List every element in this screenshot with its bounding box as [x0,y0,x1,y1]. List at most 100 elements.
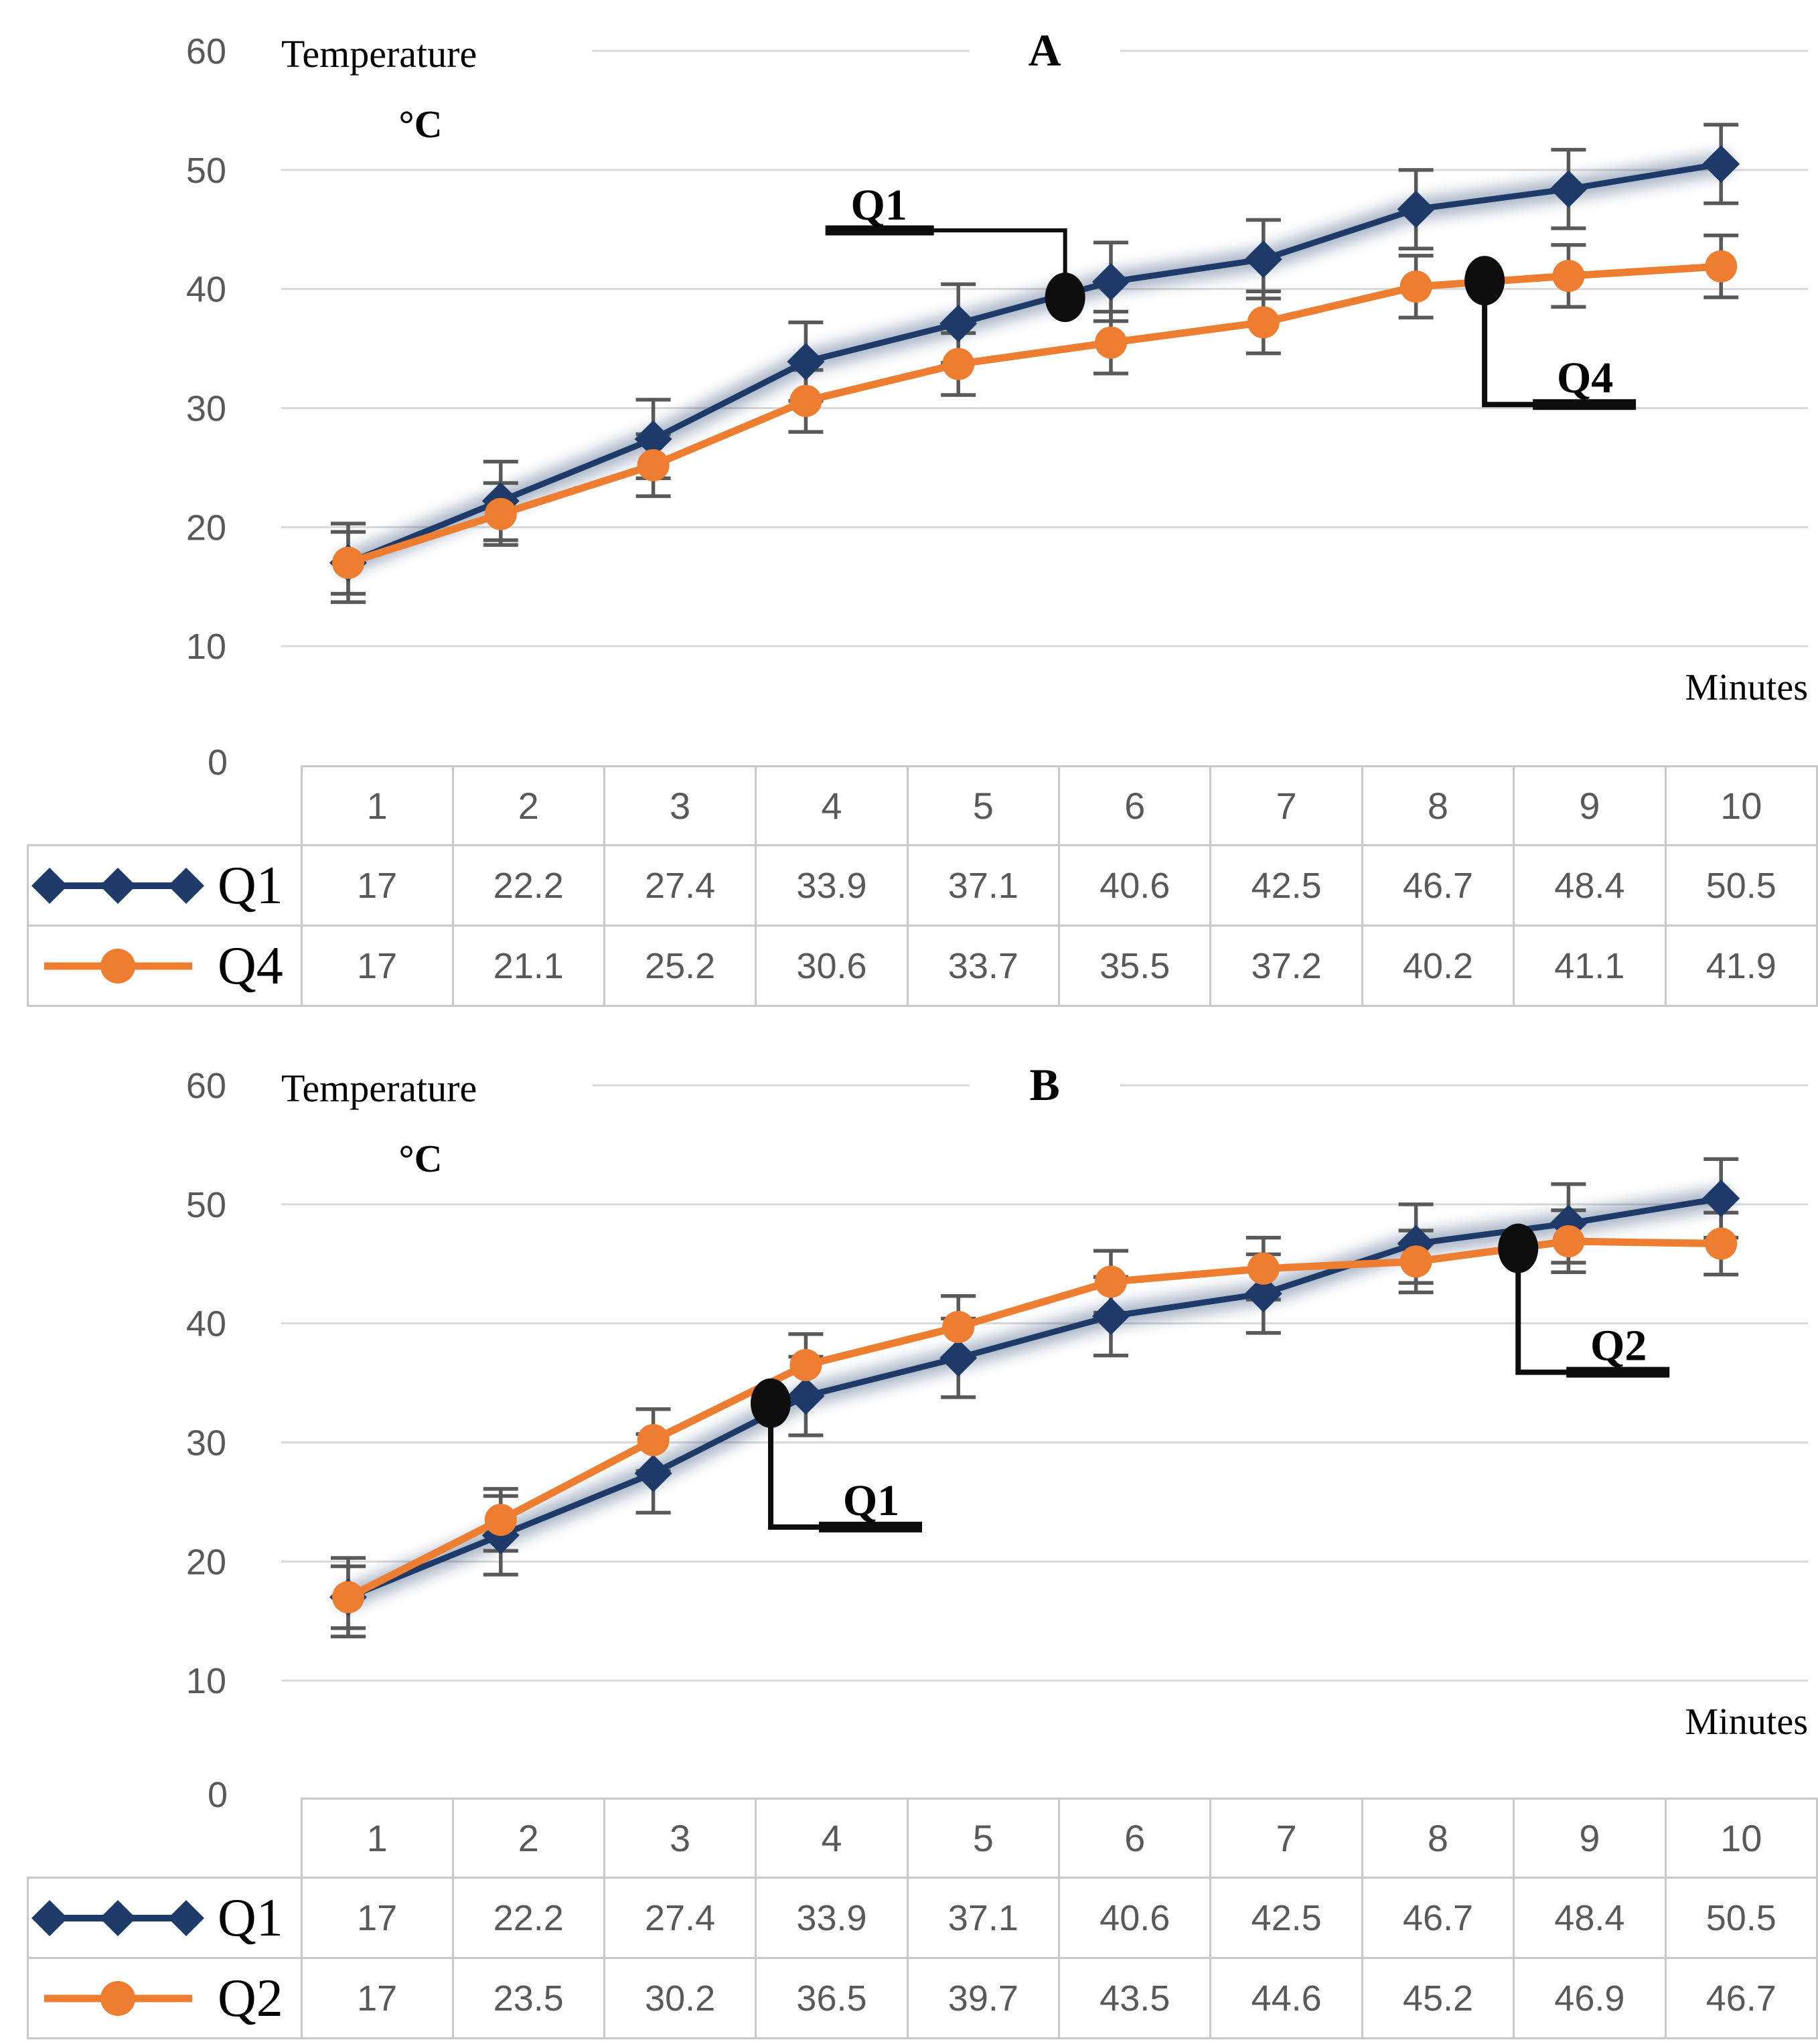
minute-header-6: 6 [1058,765,1212,846]
data-point-Q1-3 [634,1454,672,1492]
value-Q4-min3: 25.2 [603,925,757,1007]
value-Q1-min10: 50.5 [1664,844,1818,927]
legend-cell-Q1: Q1 [27,1877,303,1959]
annotation-Q1: Q1 [825,181,1085,323]
value-Q1-min9: 48.4 [1513,844,1667,927]
data-point-Q1-6 [1092,262,1130,301]
value-Q2-min5: 39.7 [906,1957,1061,2039]
minute-header-3: 3 [603,1798,757,1879]
y-tick-50: 50 [186,151,226,191]
x-axis-title: Minutes [1685,667,1808,708]
value-Q1-min9: 48.4 [1513,1877,1667,1959]
annotation-label: Q4 [1557,353,1613,402]
table-row-Q1: Q1 17 22.2 27.4 33.9 37.1 40.6 42.5 46.7 48.4 50.5 [27,844,1818,927]
value-Q1-min2: 22.2 [451,844,605,927]
data-table-b-wrap: 1 2 3 4 5 6 7 8 9 10 Q1 17 22.2 27.4 33.9 37.1 40.6 42.5 4… [27,1798,1818,2039]
y-axis-title-units: °C [398,102,442,146]
value-Q1-min5: 37.1 [906,844,1061,927]
value-Q2-min2: 23.5 [451,1957,605,2039]
value-Q2-min8: 45.2 [1361,1957,1515,2039]
y-tick-10: 10 [186,1661,226,1701]
line-chart-b: Q1 Q2 B Temperature °C Minutes 60 50 40 30 20 10 [186,1054,1808,1743]
data-point-Q4-1 [332,546,364,579]
data-point-Q1-7 [1244,1275,1282,1313]
table-header-row: 1 2 3 4 5 6 7 8 9 10 [28,765,1818,846]
axis-title-backing [271,28,593,74]
value-Q4-min4: 30.6 [755,925,909,1007]
data-point-Q4-2 [484,497,517,530]
y-tick-40: 40 [186,1304,226,1344]
legend-label-Q2: Q2 [218,1968,283,2028]
value-Q1-min6: 40.6 [1058,1877,1212,1959]
y-tick-60: 60 [186,31,226,72]
value-Q1-min3: 27.4 [603,844,757,927]
data-table-a-wrap: 1 2 3 4 5 6 7 8 9 10 Q1 17 22.2 27.4 33.9 37.1 40.6 42.5 4… [27,765,1818,1007]
data-point-Q4-3 [637,449,670,481]
legend-key-Q2-icon [44,1980,192,2016]
data-point-Q2-4 [789,1348,822,1381]
chart-title: A [1028,25,1061,76]
value-Q2-min3: 30.2 [603,1957,757,2039]
value-Q2-min9: 46.9 [1513,1957,1667,2039]
minute-header-2: 2 [451,1798,605,1879]
data-point-Q2-6 [1095,1265,1127,1298]
minute-header-9: 9 [1513,765,1667,846]
y-tick-30: 30 [186,1423,226,1464]
legend-label-Q4: Q4 [218,936,283,996]
y-axis-title: Temperature [281,32,477,76]
y-axis-zero-label: 0 [207,1775,228,1815]
annotation-Q2: Q2 [1498,1223,1670,1378]
data-point-Q1-10 [1702,145,1740,183]
x-axis-title: Minutes [1685,1701,1808,1743]
value-Q2-min10: 46.7 [1664,1957,1818,2039]
table-row-Q1: Q1 17 22.2 27.4 33.9 37.1 40.6 42.5 46.7 48.4 50.5 [27,1877,1818,1959]
series-line-Q1 [345,161,1724,566]
value-Q1-min2: 22.2 [451,1877,605,1959]
legend-cell-Q2: Q2 [27,1957,303,2039]
annotation-dot [751,1378,791,1428]
minute-header-4: 4 [755,765,909,846]
data-table-a: 1 2 3 4 5 6 7 8 9 10 Q1 17 22.2 27.4 33.9 37.1 40.6 42.5 4… [27,765,1818,1007]
data-point-Q1-5 [939,1339,978,1377]
data-point-Q2-10 [1705,1227,1738,1260]
minute-header-7: 7 [1209,765,1363,846]
y-tick-30: 30 [186,389,226,429]
data-point-Q2-1 [332,1581,364,1614]
data-point-Q1-10 [1702,1179,1740,1217]
legend-cell-Q4: Q4 [27,925,303,1007]
value-Q1-min7: 42.5 [1209,1877,1363,1959]
legend-key-Q4-icon [44,948,192,984]
title-backing [970,1054,1120,1111]
data-table-b: 1 2 3 4 5 6 7 8 9 10 Q1 17 22.2 27.4 33.9 37.1 40.6 42.5 4… [27,1798,1818,2039]
value-Q1-min10: 50.5 [1664,1877,1818,1959]
value-Q1-min4: 33.9 [755,844,909,927]
minute-header-8: 8 [1361,1798,1515,1879]
value-Q4-min1: 17 [300,925,454,1007]
value-Q2-min4: 36.5 [755,1957,909,2039]
minute-header-8: 8 [1361,765,1515,846]
value-Q2-min1: 17 [300,1957,454,2039]
minute-header-6: 6 [1058,1798,1212,1879]
data-point-Q2-9 [1552,1225,1585,1257]
legend-key-Q4: Q4 [29,935,283,997]
data-point-Q1-9 [1549,170,1588,208]
table-row-Q4: Q4 17 21.1 25.2 30.6 33.7 35.5 37.2 40.2 41.1 41.9 [27,925,1818,1007]
annotation-dot [1045,272,1085,323]
data-point-Q1-4 [787,343,825,381]
annotation-Q1: Q1 [751,1378,923,1532]
chart-panel-b: Q1 Q2 B Temperature °C Minutes 60 50 40 30 20 10 0 … [0,1034,1818,2044]
value-Q1-min4: 33.9 [755,1877,909,1959]
line-chart-a: Q1 Q4 A Temperature °C Minutes 60 50 40 30 20 10 [186,20,1808,708]
minute-header-5: 5 [906,765,1061,846]
data-point-Q1-7 [1244,240,1282,279]
value-Q4-min10: 41.9 [1664,925,1818,1007]
legend-key-Q1: Q1 [29,855,283,917]
annotation-Q4: Q4 [1464,256,1637,410]
y-tick-20: 20 [186,507,226,548]
data-point-Q2-5 [942,1311,975,1344]
y-tick-10: 10 [186,627,226,667]
axis-title-backing [271,1063,593,1108]
data-point-Q1-8 [1397,190,1435,228]
data-point-Q4-9 [1552,260,1585,293]
